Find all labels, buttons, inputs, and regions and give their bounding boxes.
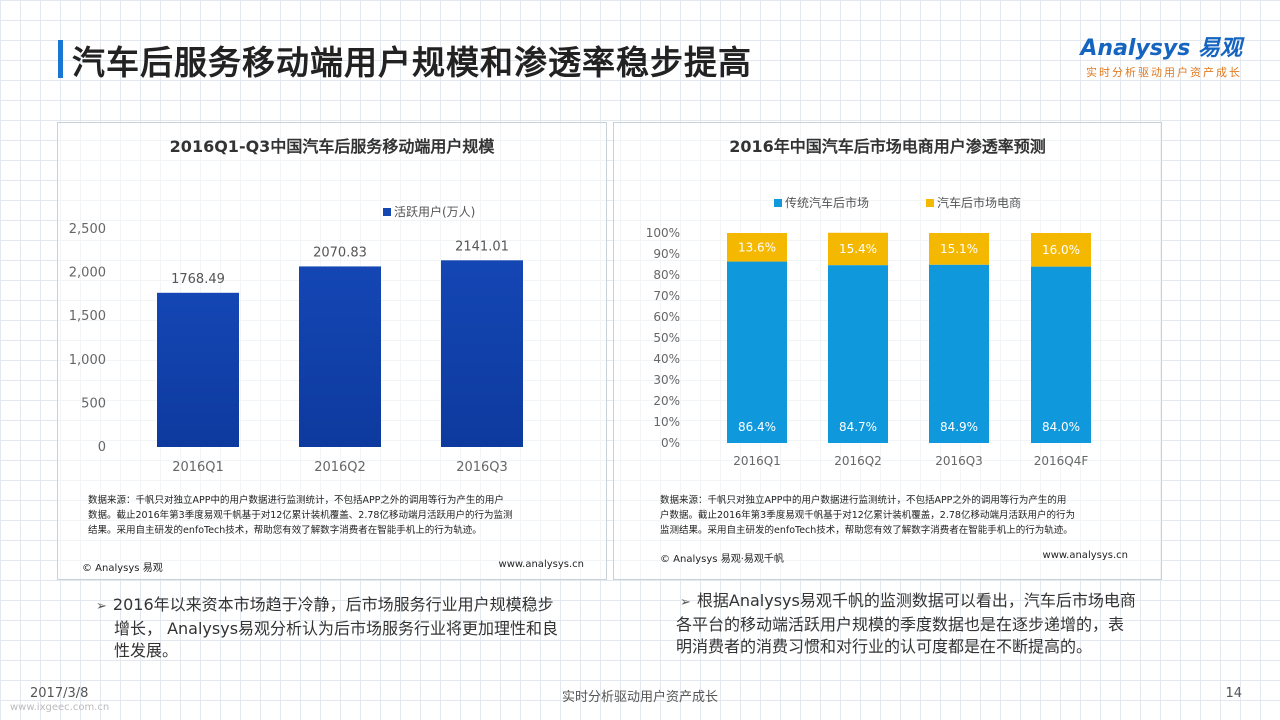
left-copyright: © Analysys 易观 bbox=[82, 563, 163, 574]
y-tick-label: 50% bbox=[653, 331, 680, 345]
page-title: 汽车后服务移动端用户规模和渗透率稳步提高 bbox=[72, 43, 752, 82]
right-legend-traditional: 传统汽车后市场 bbox=[774, 194, 869, 211]
right-stacked-bar-chart: 0% 10% 20% 30% 40% 50% 60% 70% 80% 90% 100% 86.4% 13… bbox=[646, 226, 1091, 468]
y-tick-label: 40% bbox=[653, 352, 680, 366]
y-tick-label: 70% bbox=[653, 289, 680, 303]
bar-segment-ecommerce bbox=[727, 233, 787, 262]
right-website: www.analysys.cn bbox=[1042, 550, 1128, 561]
segment-value-label: 86.4% bbox=[738, 420, 776, 434]
right-source-line: 户数据。截止2016年第3季度易观千帆基于对12亿累计装机覆盖，2.78亿移动端… bbox=[660, 510, 1075, 521]
x-tick-label: 2016Q2 bbox=[314, 460, 366, 475]
slide-date: 2017/3/8 bbox=[30, 686, 89, 701]
segment-value-label: 84.9% bbox=[940, 420, 978, 434]
left-source-line: 结果。采用自主研发的enfoTech技术，帮助您有效了解数字消费者在智能手机上的… bbox=[88, 525, 482, 536]
left-bar-chart: 0 500 1,000 1,500 2,000 2,500 1768.49 2016Q1 207… bbox=[69, 222, 523, 475]
right-bullet: ➢ 根据Analysys易观千帆的监测数据可以看出，汽车后市场电商 各平台的移动端… bbox=[676, 590, 1136, 658]
right-chart-panel: 2016年中国汽车后市场电商用户渗透率预测 传统汽车后市场 汽车后市场电商 0%… bbox=[613, 122, 1162, 580]
logo-text: Analysys 易观 bbox=[1080, 36, 1242, 61]
bullet-arrow-icon: ➢ bbox=[680, 595, 691, 610]
right-chart-title: 2016年中国汽车后市场电商用户渗透率预测 bbox=[729, 137, 1046, 156]
left-chart-title: 2016Q1-Q3中国汽车后服务移动端用户规模 bbox=[169, 137, 495, 156]
bar bbox=[299, 266, 381, 447]
right-bullet-line: 各平台的移动端活跃用户规模的季度数据也是在逐步递增的，表 bbox=[676, 615, 1125, 634]
left-website: www.analysys.cn bbox=[498, 559, 584, 570]
legend-label-traditional: 传统汽车后市场 bbox=[785, 196, 870, 210]
left-bullet-line: 性发展。 bbox=[114, 641, 179, 660]
y-tick-label: 2,500 bbox=[69, 222, 106, 237]
left-bullet-line: 2016年以来资本市场趋于冷静，后市场服务行业用户规模稳步 bbox=[112, 595, 554, 614]
left-source-line: 数据。截止2016年第3季度易观千帆基于对12亿累计装机覆盖、2.78亿移动端月… bbox=[88, 510, 513, 521]
segment-value-label: 15.1% bbox=[940, 242, 978, 256]
right-legend-ecommerce: 汽车后市场电商 bbox=[926, 194, 1021, 211]
bar bbox=[157, 292, 239, 447]
segment-value-label: 84.0% bbox=[1042, 420, 1080, 434]
bullet-arrow-icon: ➢ bbox=[96, 599, 107, 614]
y-tick-label: 500 bbox=[81, 396, 106, 411]
y-tick-label: 100% bbox=[646, 226, 680, 240]
right-copyright: © Analysys 易观·易观千帆 bbox=[660, 554, 784, 565]
y-tick-label: 90% bbox=[653, 247, 680, 261]
bar-segment-ecommerce bbox=[929, 233, 989, 265]
bar-segment-ecommerce bbox=[828, 232, 888, 266]
x-tick-label: 2016Q3 bbox=[935, 454, 983, 468]
legend-swatch-ecommerce bbox=[926, 198, 934, 207]
slide-footer-slogan: 实时分析驱动用户资产成长 bbox=[561, 690, 718, 705]
right-bullet-line: 明消费者的消费习惯和对行业的认可度都是在不断提高的。 bbox=[676, 637, 1093, 656]
slide-url: www.ixgeec.com.cn bbox=[10, 702, 110, 713]
segment-value-label: 84.7% bbox=[839, 420, 877, 434]
y-tick-label: 60% bbox=[653, 310, 680, 324]
left-chart-panel: 2016Q1-Q3中国汽车后服务移动端用户规模 活跃用户(万人) 0 500 1,0… bbox=[57, 122, 607, 580]
bar-value-label: 1768.49 bbox=[171, 272, 225, 287]
legend-label-active-users: 活跃用户(万人) bbox=[394, 205, 476, 219]
y-tick-label: 0 bbox=[98, 440, 106, 455]
left-legend: 活跃用户(万人) bbox=[383, 203, 475, 220]
segment-value-label: 13.6% bbox=[738, 240, 776, 254]
right-source-line: 监测结果。采用自主研发的enfoTech技术，帮助您有效了解数字消费者在智能手机… bbox=[660, 525, 1073, 536]
y-tick-label: 20% bbox=[653, 394, 680, 408]
bar-value-label: 2070.83 bbox=[313, 245, 367, 260]
segment-value-label: 16.0% bbox=[1042, 243, 1080, 257]
y-tick-label: 1,500 bbox=[69, 309, 106, 324]
bar-segment-traditional bbox=[929, 264, 989, 443]
legend-label-ecommerce: 汽车后市场电商 bbox=[937, 196, 1022, 210]
legend-swatch-active-users bbox=[383, 207, 391, 216]
logo-slogan: 实时分析驱动用户资产成长 bbox=[1086, 66, 1242, 79]
y-tick-label: 30% bbox=[653, 373, 680, 387]
bar-value-label: 2141.01 bbox=[455, 239, 509, 254]
x-tick-label: 2016Q2 bbox=[834, 454, 882, 468]
page-number: 14 bbox=[1225, 686, 1242, 701]
x-tick-label: 2016Q1 bbox=[733, 454, 781, 468]
right-source-line: 数据来源：千帆只对独立APP中的用户数据进行监测统计，不包括APP之外的调用等行… bbox=[660, 495, 1067, 506]
x-tick-label: 2016Q3 bbox=[456, 460, 508, 475]
y-tick-label: 80% bbox=[653, 268, 680, 282]
x-tick-label: 2016Q4F bbox=[1034, 454, 1089, 468]
left-source-line: 数据来源：千帆只对独立APP中的用户数据进行监测统计，不包括APP之外的调用等行… bbox=[88, 495, 504, 506]
brand-logo: Analysys 易观 实时分析驱动用户资产成长 bbox=[1080, 30, 1242, 80]
y-tick-label: 2,000 bbox=[69, 266, 106, 281]
y-tick-label: 1,000 bbox=[69, 353, 106, 368]
legend-swatch-traditional bbox=[774, 198, 782, 207]
y-tick-label: 10% bbox=[653, 415, 680, 429]
left-data-source: 数据来源：千帆只对独立APP中的用户数据进行监测统计，不包括APP之外的调用等行… bbox=[88, 493, 512, 538]
left-bullet: ➢ 2016年以来资本市场趋于冷静，后市场服务行业用户规模稳步 增长， Analy… bbox=[96, 594, 558, 662]
bar-segment-traditional bbox=[727, 261, 787, 443]
segment-value-label: 15.4% bbox=[839, 242, 877, 256]
bar-segment-traditional bbox=[1031, 266, 1091, 443]
x-tick-label: 2016Q1 bbox=[172, 460, 224, 475]
right-bullet-line: 根据Analysys易观千帆的监测数据可以看出，汽车后市场电商 bbox=[696, 591, 1136, 610]
bar-segment-ecommerce bbox=[1031, 233, 1091, 267]
right-data-source: 数据来源：千帆只对独立APP中的用户数据进行监测统计，不包括APP之外的调用等行… bbox=[660, 493, 1075, 538]
bar-segment-traditional bbox=[828, 265, 888, 443]
title-accent-bar bbox=[58, 40, 63, 78]
bar bbox=[441, 260, 523, 447]
y-tick-label: 0% bbox=[661, 436, 680, 450]
left-bullet-line: 增长， Analysys易观分析认为后市场服务行业将更加理性和良 bbox=[114, 619, 559, 638]
